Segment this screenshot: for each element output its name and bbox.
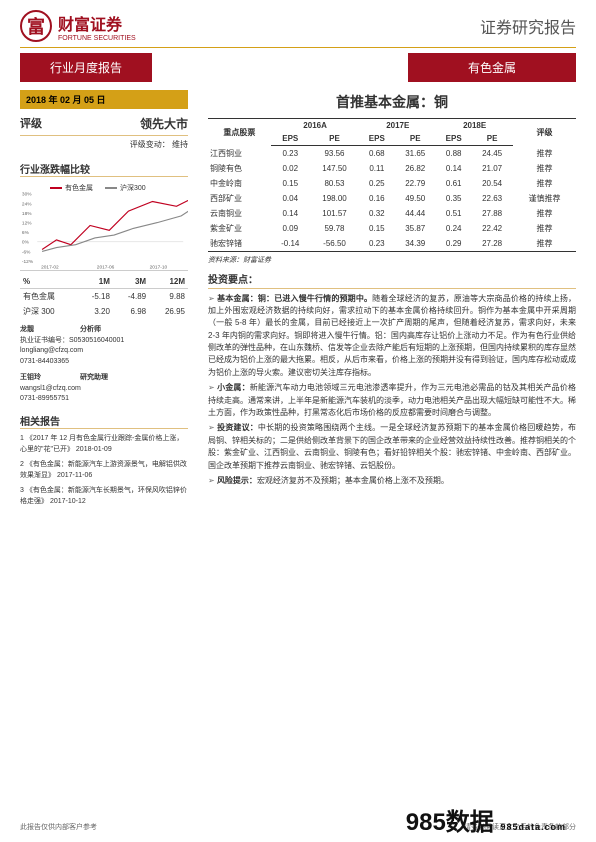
main-title: 首推基本金属：铜	[208, 92, 576, 112]
analysts-block: 龙靓分析师执业证书编号：S0530516040001longliang@cfzq…	[20, 325, 188, 405]
svg-text:24%: 24%	[22, 201, 32, 207]
invest-title: 投资要点：	[208, 271, 576, 289]
invest-bullet: 小金属：新能源汽车动力电池领域三元电池渗透率提升，作为三元电池必需品的钴及其相关…	[208, 382, 576, 419]
logo-icon: 富	[20, 10, 52, 42]
rating-row: 评级 领先大市	[20, 112, 188, 136]
tab-report-kind: 行业月度报告	[20, 53, 152, 82]
investment-points: 投资要点： 基本金属：铜：已进入慢牛行情的预期中。随着全球经济的复苏，原油等大宗…	[208, 271, 576, 488]
related-reports-title: 相关报告	[20, 413, 188, 429]
red-tabs: 行业月度报告 有色金属	[20, 53, 576, 82]
logo-en: FORTUNE SECURITIES	[58, 35, 136, 42]
tab-sector: 有色金属	[408, 53, 576, 82]
right-column: 首推基本金属：铜 重点股票2016A2017E2018E评级 EPSPEEPSP…	[200, 82, 576, 512]
svg-text:2017-02: 2017-02	[41, 265, 59, 270]
report-type-title: 证券研究报告	[480, 14, 576, 38]
rating-value: 领先大市	[140, 115, 188, 132]
divider	[20, 47, 576, 48]
stock-table: 重点股票2016A2017E2018E评级 EPSPEEPSPEEPSPE 江西…	[208, 118, 576, 252]
svg-text:2017-06: 2017-06	[97, 265, 115, 270]
footer-left: 此报告仅供内部客户参考	[20, 822, 97, 832]
report-header: 富 财富证券 FORTUNE SECURITIES 证券研究报告	[0, 0, 596, 47]
left-column: 2018 年 02 月 05 日 评级 领先大市 评级变动： 维持 行业涨跌幅比…	[20, 82, 200, 512]
svg-text:-6%: -6%	[22, 249, 31, 255]
table-source: 资料来源：财富证券	[208, 255, 576, 265]
related-reports: 1 《2017 年 12 月有色金属行业跟踪-金属价格上涨，心里的"花"已开》 …	[20, 433, 188, 508]
rating-change: 评级变动： 维持	[20, 136, 188, 153]
svg-text:30%: 30%	[22, 192, 32, 198]
svg-text:-12%: -12%	[22, 259, 34, 265]
svg-text:0%: 0%	[22, 240, 30, 246]
report-date: 2018 年 02 月 05 日	[20, 90, 188, 109]
invest-bullet: 基本金属：铜：已进入慢牛行情的预期中。随着全球经济的复苏，原油等大宗商品价格的持…	[208, 293, 576, 380]
rating-label: 评级	[20, 115, 42, 132]
svg-text:6%: 6%	[22, 230, 30, 236]
logo-zh: 财富证券	[58, 11, 136, 35]
svg-text:18%: 18%	[22, 211, 32, 217]
invest-bullet: 投资建议：中长期的投资策略围绕两个主线。一是全球经济复苏预期下的基本金属价格回暖…	[208, 422, 576, 472]
svg-text:12%: 12%	[22, 221, 32, 227]
svg-text:2017-10: 2017-10	[150, 265, 168, 270]
performance-table: %1M3M12M 有色金属-5.18-4.899.88沪深 3003.206.9…	[20, 275, 188, 319]
invest-bullet: 风险提示：宏观经济复苏不及预期；基本金属价格上涨不及预期。	[208, 475, 576, 487]
chart-svg: 30% 24% 18% 12% 6% 0% -6% -12% 2017-02 2017-06…	[20, 181, 188, 270]
perf-compare-title: 行业涨跌幅比较	[20, 161, 188, 177]
performance-chart: 有色金属 沪深300 30%24%18% 12%6%0% -6%-12% 201…	[20, 181, 188, 271]
logo-block: 富 财富证券 FORTUNE SECURITIES	[20, 10, 136, 42]
watermark: 985数据 985data.com	[406, 802, 566, 837]
